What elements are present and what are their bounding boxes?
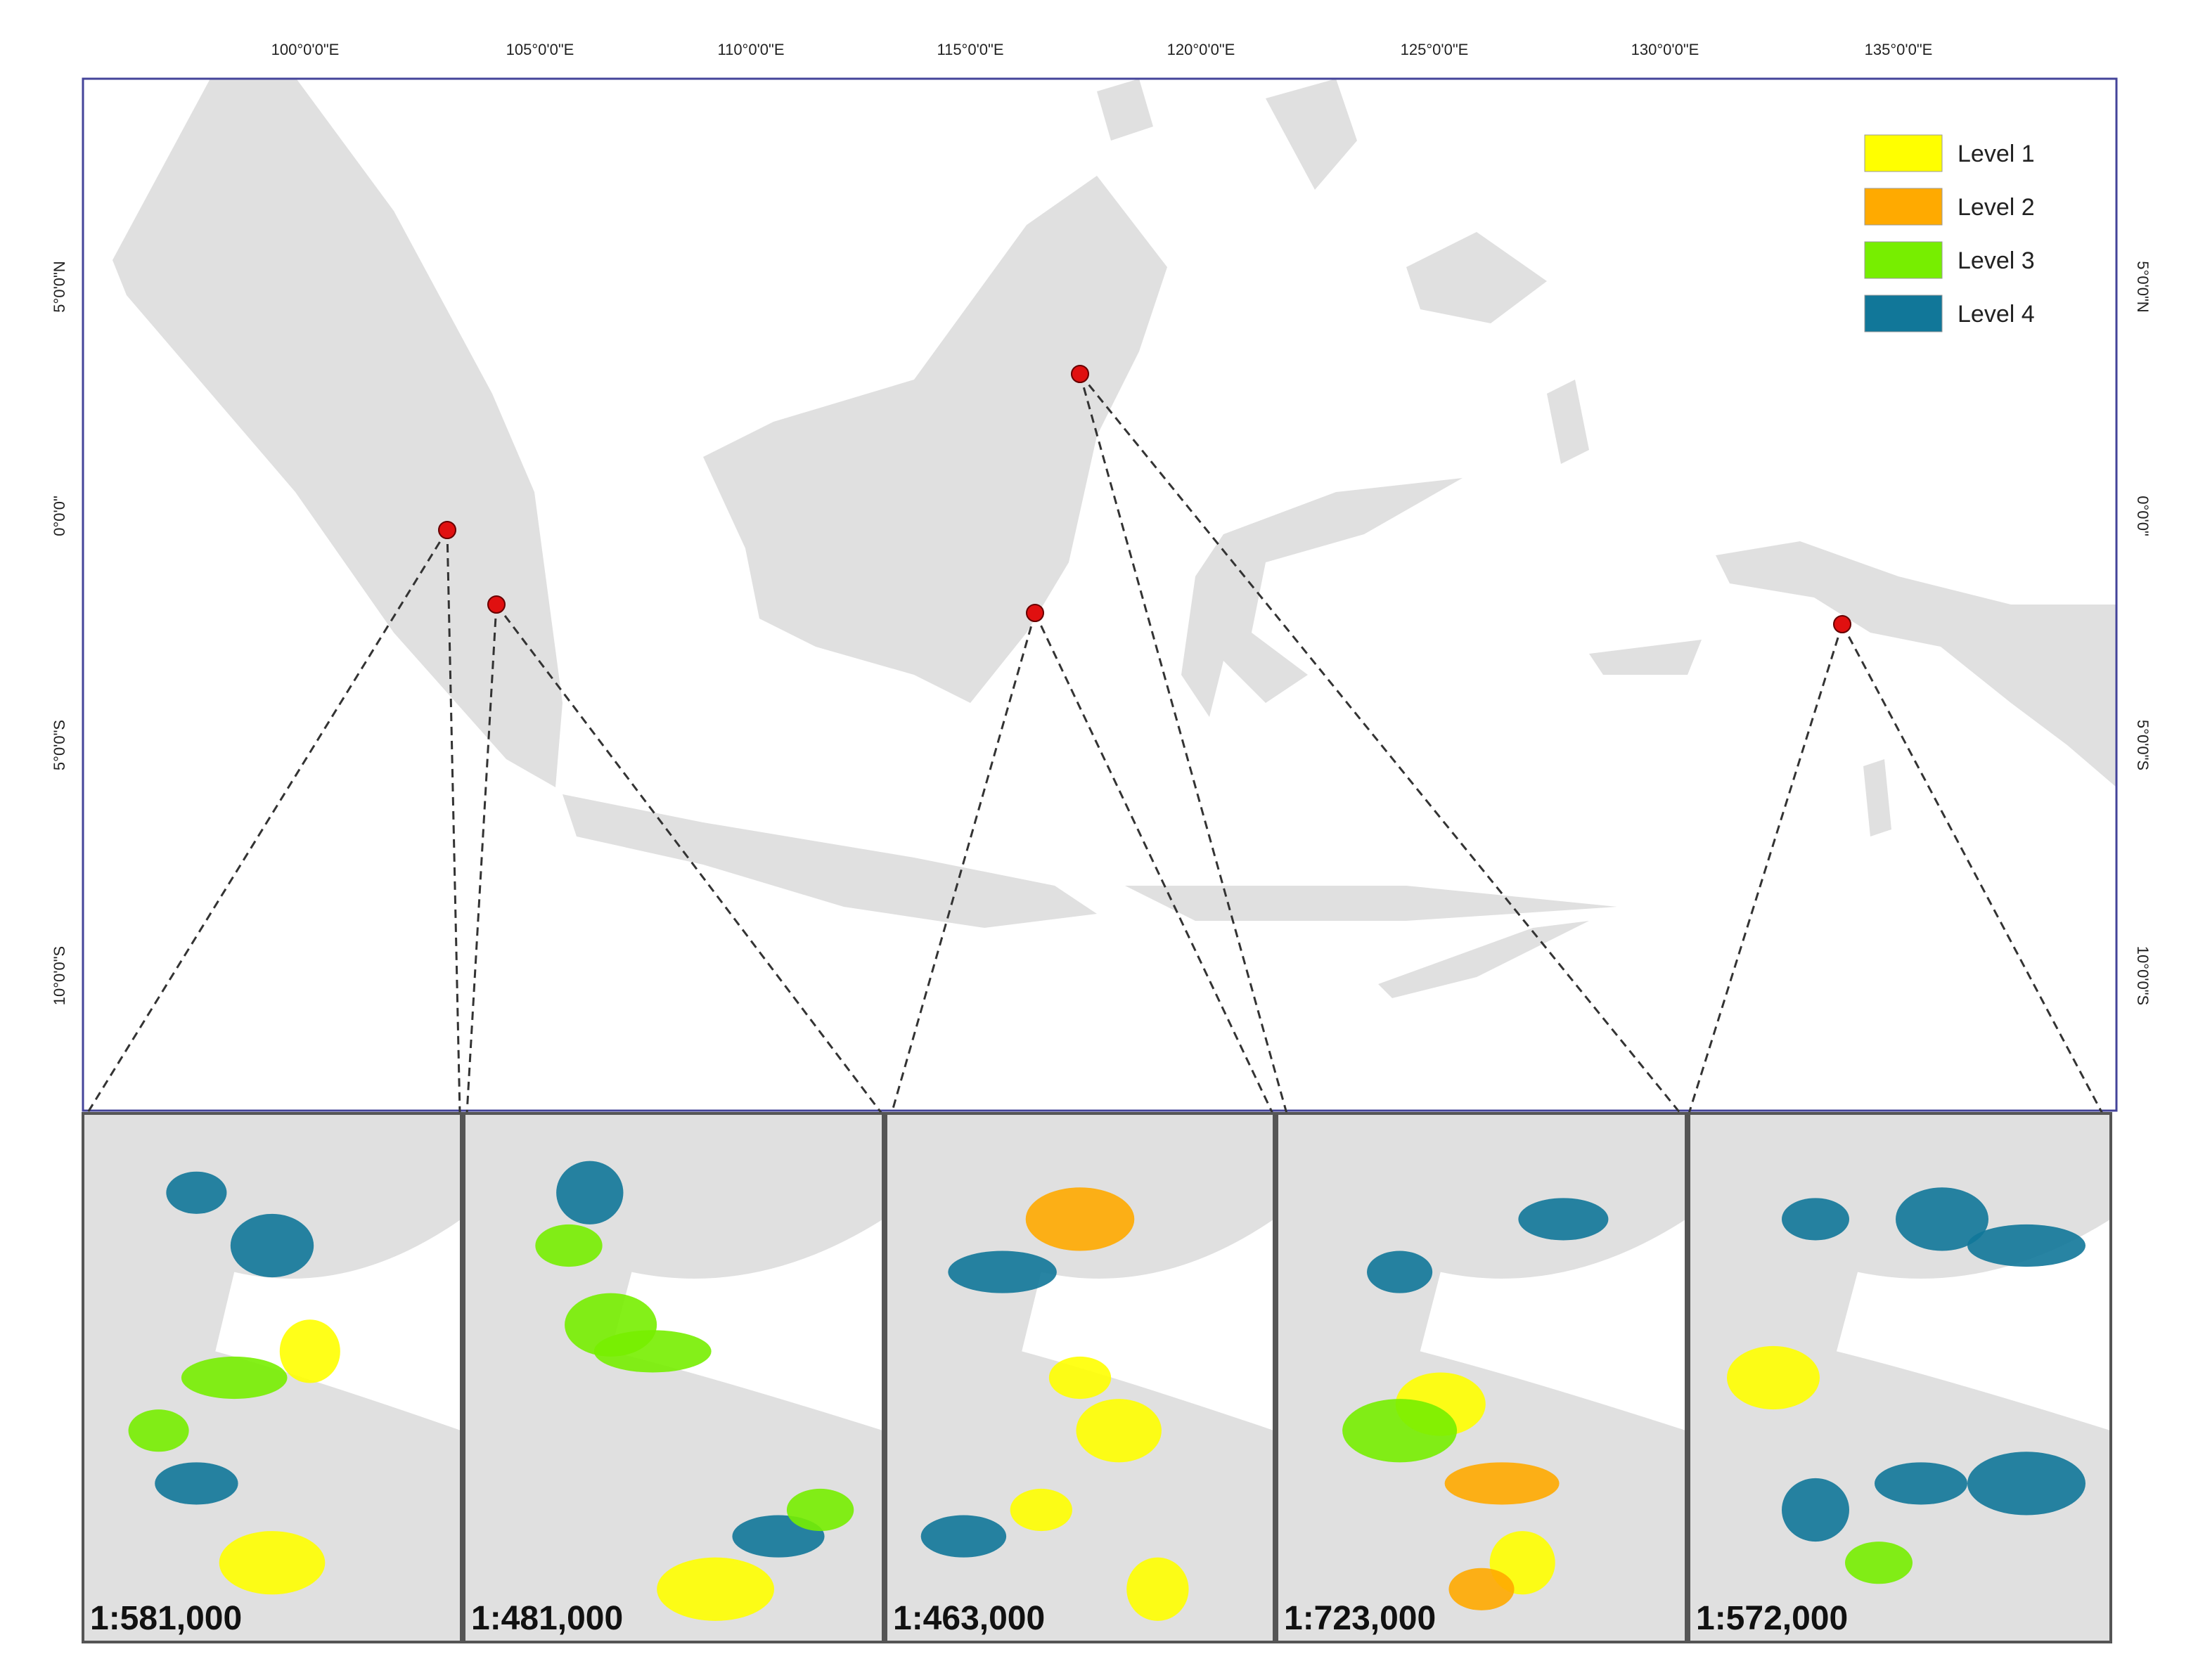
inset-class-patch [657, 1557, 775, 1621]
inset-class-patch [128, 1409, 189, 1452]
inset-class-patch [920, 1515, 1007, 1558]
inset-class-patch [1126, 1557, 1189, 1621]
inset-map [464, 1113, 883, 1642]
inset-class-patch [1444, 1462, 1560, 1505]
lon-label: 110°0'0"E [717, 41, 784, 58]
inset: 1:581,000 [82, 1112, 463, 1643]
inset-class-patch [1967, 1452, 2085, 1516]
inset-frame [1275, 1112, 1688, 1643]
legend-swatch [1864, 188, 1943, 226]
lat-label-right: 5°0'0"S [2134, 720, 2152, 770]
legend-label: Level 2 [1958, 194, 2035, 221]
scale-label: 1:581,000 [90, 1600, 242, 1637]
inset-class-patch [1967, 1224, 2085, 1267]
inset-map [83, 1113, 461, 1642]
lon-label: 120°0'0"E [1167, 41, 1235, 58]
lat-label-left: 5°0'0"S [51, 720, 68, 770]
inset-map [886, 1113, 1274, 1642]
inset-class-patch [1875, 1462, 1967, 1505]
lon-label: 100°0'0"E [271, 41, 340, 58]
inset-class-patch [230, 1213, 314, 1278]
inset-class-patch [1342, 1399, 1458, 1463]
inset: 1:481,000 [463, 1112, 885, 1643]
inset-class-patch [786, 1488, 854, 1532]
inset-class-patch [1896, 1187, 1988, 1251]
legend-label: Level 3 [1958, 247, 2035, 274]
inset-class-patch [535, 1224, 603, 1267]
zoom-lines [86, 373, 2104, 1114]
legend-label: Level 4 [1958, 301, 2035, 328]
inset-class-patch [1782, 1198, 1849, 1241]
inset: 1:463,000 [885, 1112, 1275, 1643]
lat-label-left: 5°0'0"N [51, 261, 68, 312]
lon-label: 105°0'0"E [506, 41, 574, 58]
scale-label: 1:481,000 [471, 1600, 623, 1637]
inset-water [1022, 1219, 1274, 1431]
inset-class-patch [219, 1531, 326, 1595]
inset-class-patch [166, 1171, 227, 1214]
inset-class-patch [1048, 1356, 1112, 1400]
inset-class-patch [1025, 1187, 1135, 1251]
inset-frame [82, 1112, 463, 1643]
inset-class-patch [1076, 1399, 1162, 1463]
inset: 1:572,000 [1688, 1112, 2112, 1643]
inset-frame [885, 1112, 1275, 1643]
inset-class-patch [1367, 1251, 1433, 1293]
legend-swatch [1864, 241, 1943, 279]
inset-class-patch [1782, 1478, 1849, 1542]
inset-class-patch [155, 1462, 238, 1505]
inset-water [1837, 1219, 2111, 1431]
inset-class-patch [279, 1319, 340, 1383]
lat-label-left: 10°0'0"S [51, 946, 68, 1005]
lon-label: 115°0'0"E [937, 41, 1003, 58]
inset-water [215, 1219, 461, 1431]
inset-map [1689, 1113, 2111, 1642]
land [113, 79, 2116, 998]
labels: 100°0'0"E 105°0'0"E 110°0'0"E 115°0'0"E 120°… [51, 41, 2152, 1005]
scale-label: 1:463,000 [893, 1600, 1045, 1637]
lat-label-left: 0°0'0" [51, 496, 68, 536]
lat-label-right: 0°0'0" [2134, 496, 2152, 536]
inset-water [1420, 1219, 1686, 1431]
inset-class-patch [593, 1330, 712, 1373]
legend-swatch [1864, 134, 1943, 172]
lon-label: 125°0'0"E [1401, 41, 1469, 58]
inset-frame [1688, 1112, 2112, 1643]
inset-water [610, 1219, 883, 1431]
sites [438, 365, 1851, 633]
scale-label: 1:723,000 [1284, 1600, 1436, 1637]
inset-map [1277, 1113, 1686, 1642]
insets: 1:581,000 1:481,000 1:463,000 1:723,000 1:57… [82, 1112, 2112, 1643]
inset-class-patch [181, 1356, 288, 1400]
inset-class-patch [1727, 1345, 1820, 1410]
inset-class-patch [1010, 1488, 1072, 1532]
inset-class-patch [1845, 1542, 1913, 1584]
legend-swatch [1864, 295, 1943, 332]
lon-label: 130°0'0"E [1631, 41, 1699, 58]
inset: 1:723,000 [1275, 1112, 1688, 1643]
inset-frame [463, 1112, 885, 1643]
map-frame [82, 77, 2118, 1112]
lat-label-right: 5°0'0"N [2134, 261, 2152, 312]
lon-label: 135°0'0"E [1865, 41, 1933, 58]
inset-class-patch [1448, 1568, 1515, 1610]
scale-label: 1:572,000 [1696, 1600, 1848, 1637]
inset-class-patch [948, 1251, 1057, 1293]
lat-label-right: 10°0'0"S [2134, 946, 2152, 1005]
inset-class-patch [556, 1161, 624, 1225]
inset-class-patch [1518, 1198, 1609, 1241]
legend-label: Level 1 [1958, 141, 2035, 167]
